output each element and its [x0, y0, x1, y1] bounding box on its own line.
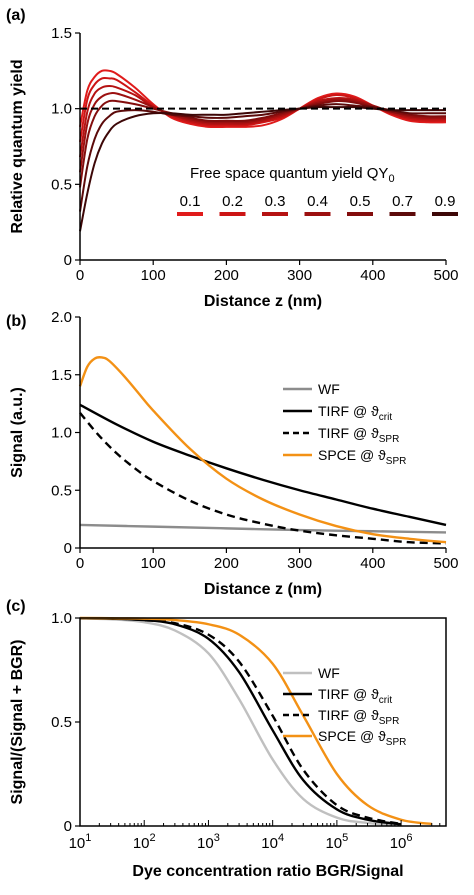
panel-b-series-line-3 [78, 356, 447, 544]
panel-b-y-tick-label: 1.0 [51, 425, 72, 442]
panel-b-y-tick-label: 2.0 [51, 309, 72, 326]
panel-b-y-tick-label: 0.5 [51, 482, 72, 499]
panel-a-x-axis-label: Distance z (nm) [204, 293, 322, 310]
panel-a-series-line-qy-0p9 [79, 106, 446, 232]
panel-b-y-axis-label: Signal (a.u.) [9, 387, 26, 478]
panel-a-x-tick-label: 200 [214, 267, 239, 284]
panel-a-x-tick-label: 100 [141, 267, 166, 284]
panel-b-legend-label-2: TIRF @ ϑSPR [318, 425, 399, 445]
panel-a-legend-label-qy-0p3: 0.3 [265, 193, 286, 210]
panel-b-legend-label-3: SPCE @ ϑSPR [318, 447, 406, 467]
panel-a-legend-label-qy-0p7: 0.7 [392, 193, 413, 210]
panel-c-legend-label-0: WF [318, 665, 340, 681]
panel-b-x-tick-label: 100 [141, 555, 166, 572]
panel-a-y-tick-label: 1.0 [51, 101, 72, 118]
panel-a-series-line-qy-0p7 [79, 103, 447, 212]
panel-c-legend-label-3: SPCE @ ϑSPR [318, 728, 406, 748]
panel-b-y-tick-label: 1.5 [51, 367, 72, 384]
panel-a-legend-label-qy-0p9: 0.9 [435, 193, 456, 210]
panel-b-x-axis-label: Distance z (nm) [204, 581, 322, 598]
panel-b-label: (b) [6, 313, 26, 330]
panel-a-legend-label-qy-0p4: 0.4 [307, 193, 328, 210]
panel-a-y-tick-label: 0 [64, 252, 72, 269]
panel-b-series-line-2 [79, 412, 447, 545]
panel-a-y-axis-label: Relative quantum yield [9, 59, 26, 233]
panel-a-x-tick-label: 400 [360, 267, 385, 284]
panel-c-y-axis-label: Signal/(Signal + BGR) [9, 640, 26, 805]
panel-c-x-tick-label: 101 [69, 832, 92, 852]
panel-c-legend-label-2: TIRF @ ϑSPR [318, 707, 399, 727]
panel-a-legend-label-qy-0p5: 0.5 [350, 193, 371, 210]
panel-c-series-line-0 [79, 617, 402, 827]
panel-a-series-line-qy-0p3 [79, 84, 447, 158]
panel-a-legend-label-qy-0p2: 0.2 [222, 193, 243, 210]
panel-a-legend-title: Free space quantum yield QY0 [190, 165, 395, 185]
panel-b-x-tick-label: 400 [360, 555, 385, 572]
panel-c-x-tick-label: 104 [261, 832, 284, 852]
panel-b-x-tick-label: 500 [433, 555, 458, 572]
panel-a-series-line-qy-0p4 [79, 91, 447, 173]
panel-c-y-tick-label: 1.0 [51, 610, 72, 627]
panel-c-x-tick-label: 105 [325, 832, 348, 852]
panel-b-legend-label-0: WF [318, 381, 340, 397]
panel-c-x-tick-label: 106 [390, 832, 413, 852]
panel-b-x-tick-label: 200 [214, 555, 239, 572]
panel-a-y-tick-label: 1.5 [51, 25, 72, 42]
panel-c-legend-label-1: TIRF @ ϑcrit [318, 686, 392, 706]
panel-a-x-tick-label: 300 [287, 267, 312, 284]
panel-b-legend-label-1: TIRF @ ϑcrit [318, 403, 392, 423]
panel-c-label: (c) [6, 598, 26, 615]
panel-a-legend-label-qy-0p1: 0.1 [180, 193, 201, 210]
panel-a-y-tick-label: 0.5 [51, 176, 72, 193]
panel-b-x-tick-label: 300 [287, 555, 312, 572]
panel-b-y-tick-label: 0 [64, 540, 72, 557]
panel-c-y-tick-label: 0 [64, 818, 72, 835]
panel-a-label: (a) [6, 7, 26, 24]
panel-c-x-axis-label: Dye concentration ratio BGR/Signal [132, 863, 403, 880]
panel-a-x-tick-label: 0 [76, 267, 84, 284]
panel-c-x-tick-label: 102 [133, 832, 156, 852]
panel-b-x-tick-label: 0 [76, 555, 84, 572]
panel-a-x-tick-label: 500 [433, 267, 458, 284]
panel-b-series-line-1 [79, 403, 447, 527]
panel-c-y-tick-label: 0.5 [51, 714, 72, 731]
panel-c-x-tick-label: 103 [197, 832, 220, 852]
panel-b-series-line-0 [79, 523, 447, 534]
